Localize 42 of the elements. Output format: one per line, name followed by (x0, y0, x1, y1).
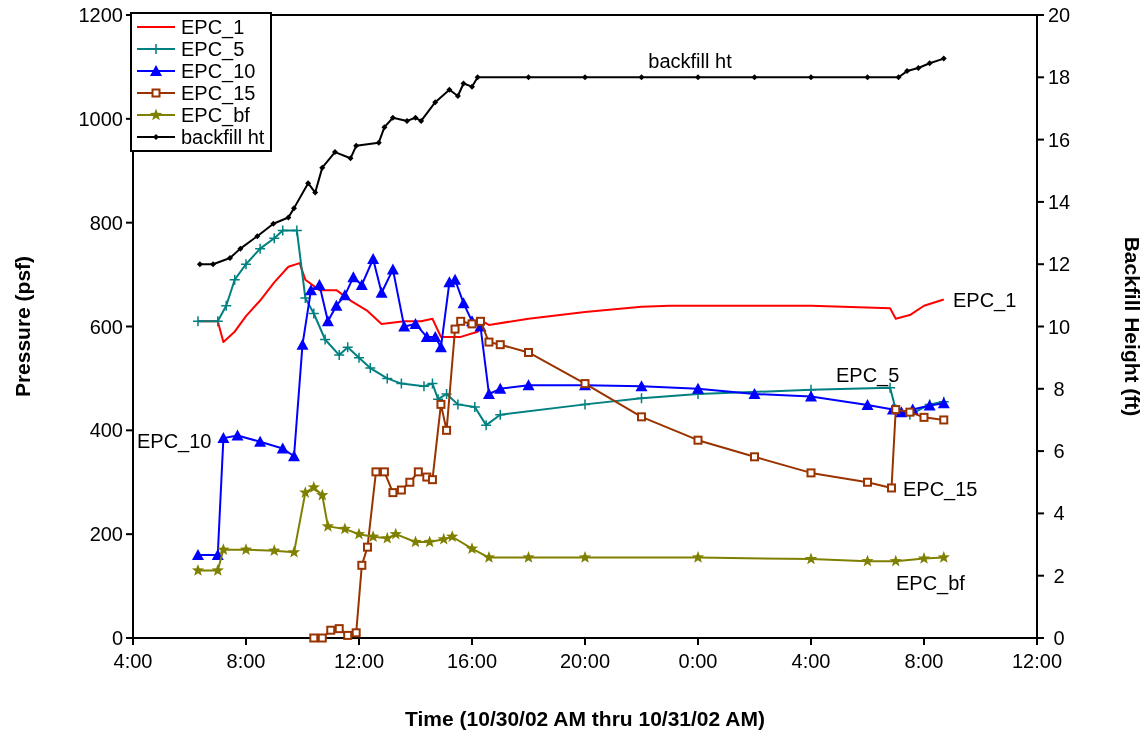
y-axis-title: Pressure (psf) (11, 255, 34, 398)
y-tick-label: 1200 (78, 4, 123, 26)
legend-label: EPC_15 (181, 82, 256, 105)
y2-tick-label: 6 (1053, 440, 1065, 463)
y2-tick-label: 12 (1047, 253, 1071, 276)
x-axis-title: Time (10/30/02 AM thru 10/31/02 AM) (405, 707, 765, 730)
y2-tick-label: 0 (1053, 627, 1065, 649)
y2-tick-label: 14 (1047, 190, 1071, 213)
annotation: EPC_5 (836, 364, 900, 387)
x-tick-label: 4:00 (791, 650, 831, 672)
x-tick-label: 20:00 (559, 650, 611, 672)
legend-label: EPC_bf (181, 104, 251, 127)
x-tick-label: 12:00 (333, 650, 385, 672)
annotation: EPC_15 (903, 478, 978, 501)
y2-tick-label: 2 (1053, 564, 1065, 587)
legend-label: backfill ht (181, 126, 265, 148)
y2-tick-label: 20 (1047, 4, 1071, 26)
y2-tick-label: 10 (1047, 315, 1071, 338)
y2-tick-label: 4 (1053, 502, 1065, 525)
annotation: EPC_10 (137, 430, 212, 453)
x-tick-label: 8:00 (226, 650, 266, 672)
y2-axis-title: Backfill Height (ft) (1121, 236, 1142, 417)
x-tick-label: 8:00 (904, 650, 944, 672)
y-tick-label: 200 (89, 523, 123, 546)
x-tick-label: 12:00 (1011, 650, 1063, 672)
legend-label: EPC_5 (181, 38, 245, 61)
y2-tick-label: 18 (1047, 66, 1071, 89)
y-tick-label: 1000 (78, 107, 123, 130)
x-tick-label: 0:00 (678, 650, 718, 672)
y-tick-label: 600 (89, 315, 123, 338)
annotation: EPC_1 (953, 289, 1017, 312)
x-tick-label: 16:00 (446, 650, 498, 672)
x-tick-label: 4:00 (113, 650, 153, 672)
annotation: backfill ht (648, 50, 733, 72)
legend-label: EPC_10 (181, 60, 256, 83)
y-tick-label: 0 (111, 627, 123, 649)
y2-tick-label: 8 (1053, 377, 1065, 400)
y-tick-label: 800 (89, 211, 123, 234)
y2-tick-label: 16 (1047, 128, 1071, 151)
y-tick-label: 400 (89, 419, 123, 442)
annotation: EPC_bf (896, 572, 966, 595)
legend-label: EPC_1 (181, 16, 245, 39)
